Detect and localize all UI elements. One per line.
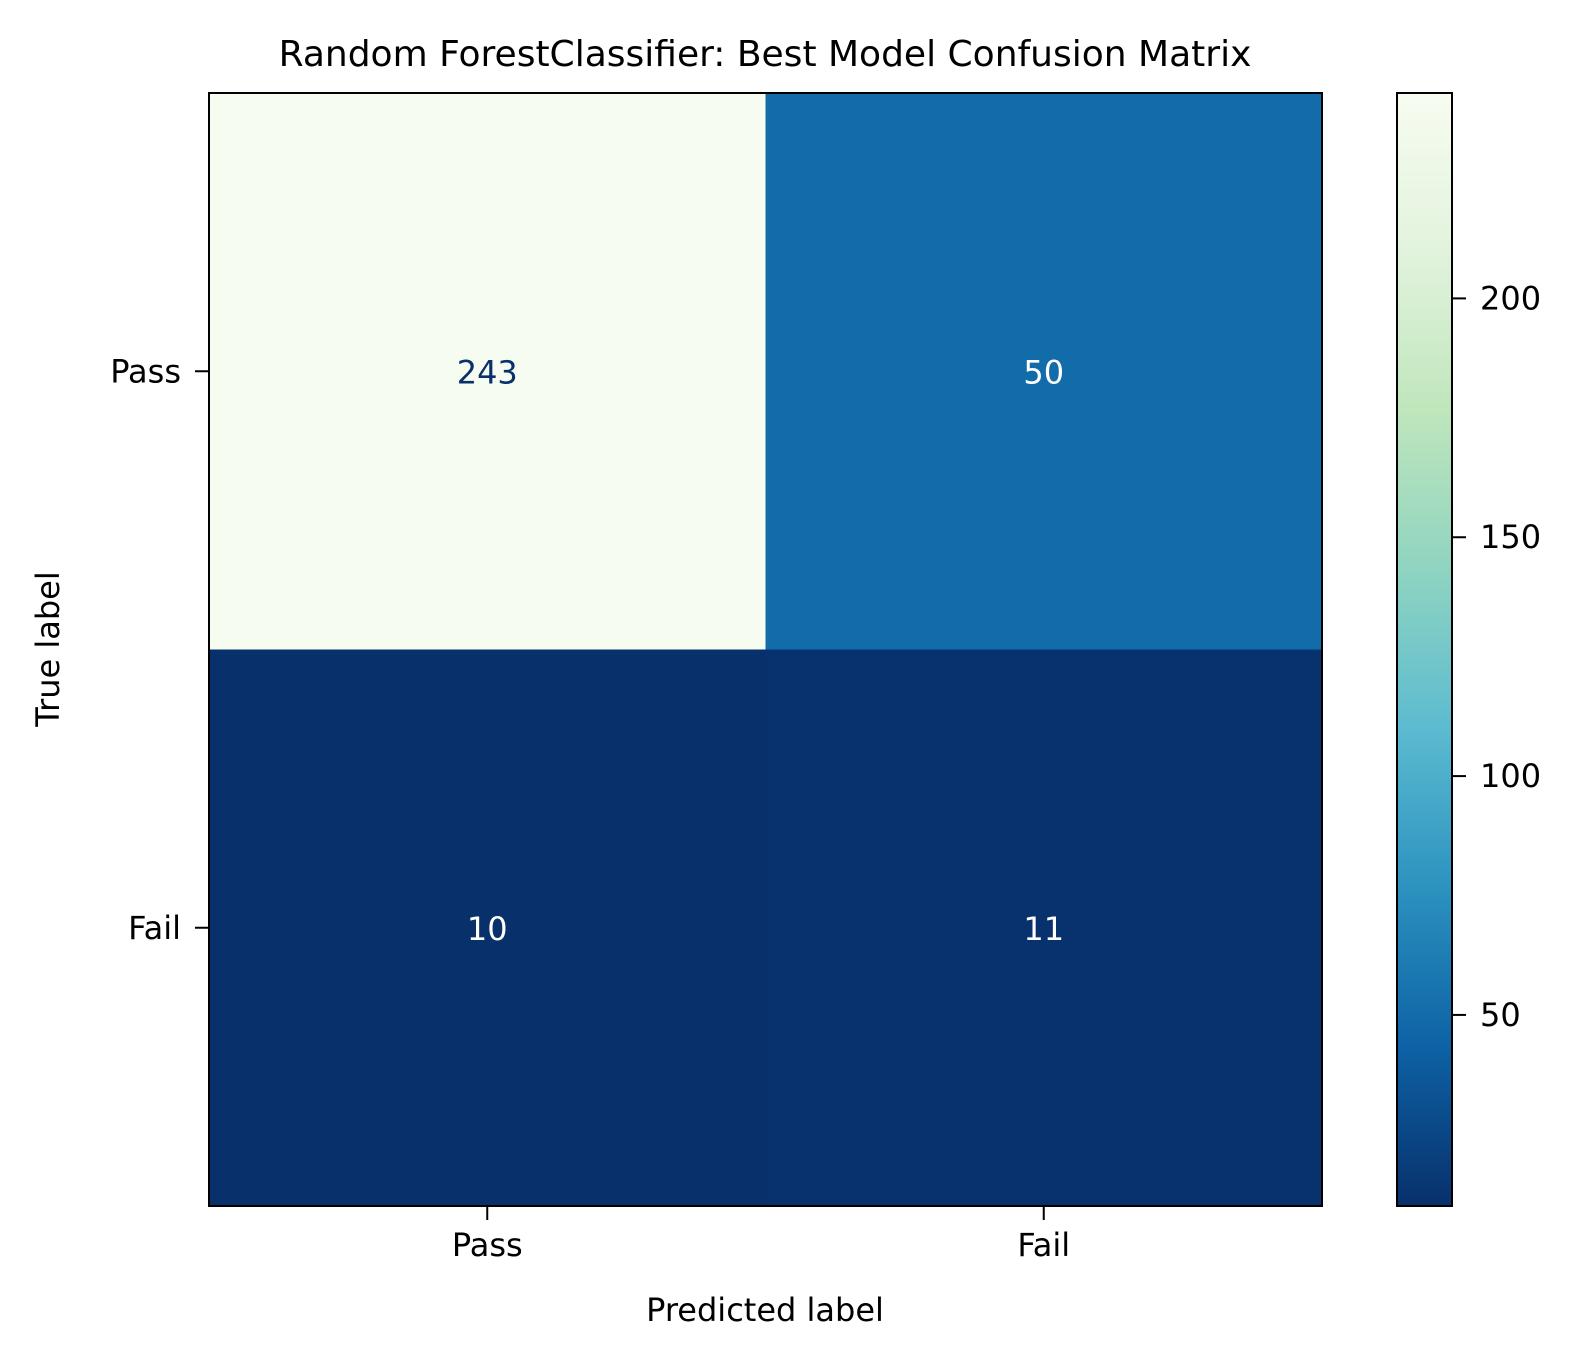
- chart-title: Random ForestClassifier: Best Model Conf…: [279, 34, 1252, 75]
- cell-value-label: 10: [467, 910, 508, 948]
- colorbar-frame: [1396, 92, 1453, 1207]
- y-axis-label: True label: [29, 571, 67, 728]
- heatmap-cell: [209, 649, 766, 1207]
- cell-value-label: 11: [1023, 910, 1064, 948]
- colorbar-tick-label: 200: [1480, 279, 1541, 317]
- heatmap-cell-labels: 243 50 10 11: [457, 353, 1064, 948]
- x-axis-label: Predicted label: [646, 1291, 884, 1329]
- y-axis-ticks: Pass Fail: [110, 352, 209, 947]
- plot-frame: [208, 92, 1323, 1207]
- colorbar-ticks: 50 100 150 200: [1452, 279, 1541, 1034]
- y-tick-label: Pass: [110, 352, 181, 390]
- y-tick-label: Fail: [128, 909, 181, 947]
- heatmap-cell: [765, 93, 1323, 650]
- cell-value-label: 50: [1023, 353, 1064, 391]
- cell-value-label: 243: [457, 353, 518, 391]
- heatmap-cell: [209, 93, 766, 650]
- x-axis-ticks: Pass Fail: [452, 1206, 1070, 1264]
- colorbar: [1397, 93, 1452, 1206]
- colorbar-tick-label: 50: [1480, 996, 1521, 1034]
- x-tick-label: Pass: [452, 1226, 523, 1264]
- heatmap-cells: [209, 93, 1323, 1207]
- colorbar-tick-label: 150: [1480, 518, 1541, 556]
- heatmap-cell: [765, 649, 1323, 1207]
- x-tick-label: Fail: [1017, 1226, 1070, 1264]
- colorbar-tick-label: 100: [1480, 757, 1541, 795]
